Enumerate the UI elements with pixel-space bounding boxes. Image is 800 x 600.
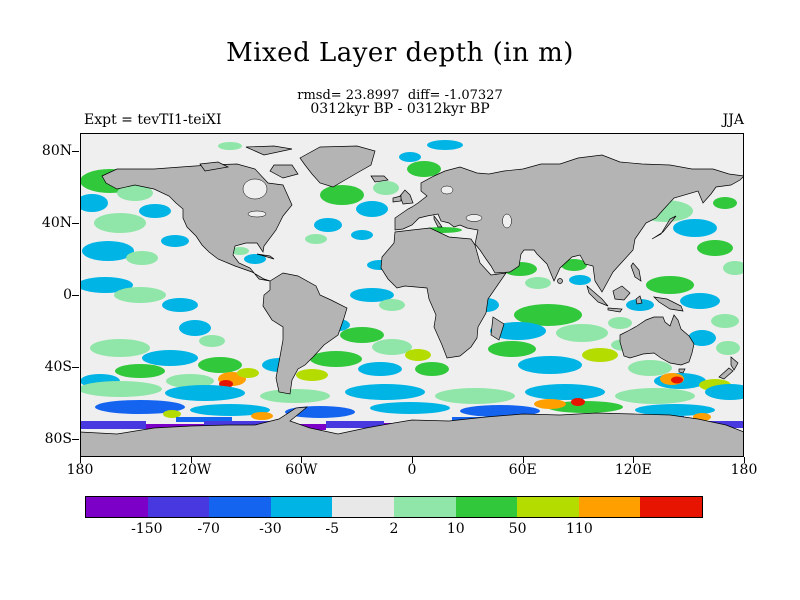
lon-tick-label: 180 xyxy=(66,462,94,478)
antarctica xyxy=(80,406,744,457)
greenland xyxy=(299,145,376,188)
hudson-bay xyxy=(242,178,268,200)
colorbar-tick-label: 10 xyxy=(446,521,465,537)
continents xyxy=(80,145,744,457)
australia xyxy=(619,314,695,366)
map-svg xyxy=(80,133,744,457)
experiment-label: Expt = tevTI1-teiXI xyxy=(84,112,222,128)
colorbar-tick-label: 50 xyxy=(508,521,527,537)
south-america xyxy=(262,272,348,395)
lat-tick-label: 80S xyxy=(44,431,72,447)
tasmania xyxy=(678,368,686,374)
africa xyxy=(380,227,507,359)
new-zealand-south xyxy=(718,367,734,380)
japan xyxy=(651,215,677,240)
victoria-island xyxy=(199,161,230,172)
axis-tick xyxy=(72,367,79,368)
baltic-sea xyxy=(440,185,454,195)
sri-lanka xyxy=(557,278,563,284)
lat-tick-label: 40N xyxy=(41,215,72,231)
ireland xyxy=(392,195,402,203)
colorbar-segment xyxy=(86,497,148,517)
season-label: JJA xyxy=(722,112,744,128)
sulawesi xyxy=(635,295,643,305)
colorbar-segment xyxy=(578,497,641,517)
colorbar-segment xyxy=(209,497,271,517)
map-frame xyxy=(80,133,744,457)
colorbar-segment xyxy=(517,497,579,517)
colorbar-segment xyxy=(147,497,210,517)
axis-tick xyxy=(522,457,524,463)
colorbar-tick-label: -70 xyxy=(197,521,220,537)
new-zealand-north xyxy=(730,356,739,371)
lon-tick-label: 120E xyxy=(614,462,652,478)
lat-tick-label: 40S xyxy=(44,359,72,375)
lat-tick-label: 80N xyxy=(41,143,72,159)
philippines xyxy=(630,262,642,282)
lon-tick-label: 120W xyxy=(170,462,212,478)
colorbar xyxy=(85,496,703,518)
lat-tick-label: 0 xyxy=(63,287,72,303)
italy xyxy=(433,215,443,228)
colorbar-tick-label: 110 xyxy=(566,521,593,537)
axis-tick xyxy=(72,295,79,296)
axis-tick xyxy=(72,223,79,224)
great-lakes xyxy=(247,210,267,218)
eurasia xyxy=(394,154,744,293)
world-map xyxy=(80,133,744,457)
black-sea xyxy=(465,214,483,222)
axis-tick xyxy=(80,457,81,463)
lon-tick-label: 180 xyxy=(730,462,758,478)
axis-tick xyxy=(412,457,413,463)
axis-tick xyxy=(633,457,635,463)
colorbar-tick-label: -30 xyxy=(259,521,282,537)
plot-title: Mixed Layer depth (in m) xyxy=(226,38,574,68)
colorbar-segment xyxy=(640,497,702,517)
axis-tick xyxy=(72,151,79,152)
stats-line: rmsd= 23.8997 diff= -1.07327 xyxy=(297,88,503,103)
colorbar-segment xyxy=(455,497,518,517)
colorbar-segment xyxy=(332,497,394,517)
baffin-island xyxy=(269,164,299,179)
java xyxy=(607,307,623,313)
period-line: 0312kyr BP - 0312kyr BP xyxy=(310,101,490,117)
axis-tick xyxy=(72,439,79,440)
colorbar-segment xyxy=(270,497,333,517)
axis-tick xyxy=(301,457,303,463)
colorbar-tick-label: -5 xyxy=(325,521,340,537)
ellesmere-island xyxy=(245,145,293,156)
sumatra xyxy=(586,284,609,307)
iceland xyxy=(370,175,389,183)
axis-tick xyxy=(190,457,192,463)
lon-tick-label: 60E xyxy=(508,462,537,478)
colorbar-segment xyxy=(393,497,456,517)
borneo xyxy=(612,285,631,301)
lon-tick-label: 0 xyxy=(407,462,417,478)
colorbar-labels: -150 -70 -30 -5 2 10 50 110 xyxy=(85,521,703,539)
colorbar-tick-label: 2 xyxy=(389,521,399,537)
new-guinea xyxy=(652,296,684,312)
madagascar xyxy=(490,316,505,341)
lon-tick-label: 60W xyxy=(285,462,318,478)
caspian-sea xyxy=(502,213,512,229)
axis-tick xyxy=(744,457,745,463)
colorbar-tick-label: -150 xyxy=(131,521,163,537)
cuba xyxy=(256,253,275,260)
